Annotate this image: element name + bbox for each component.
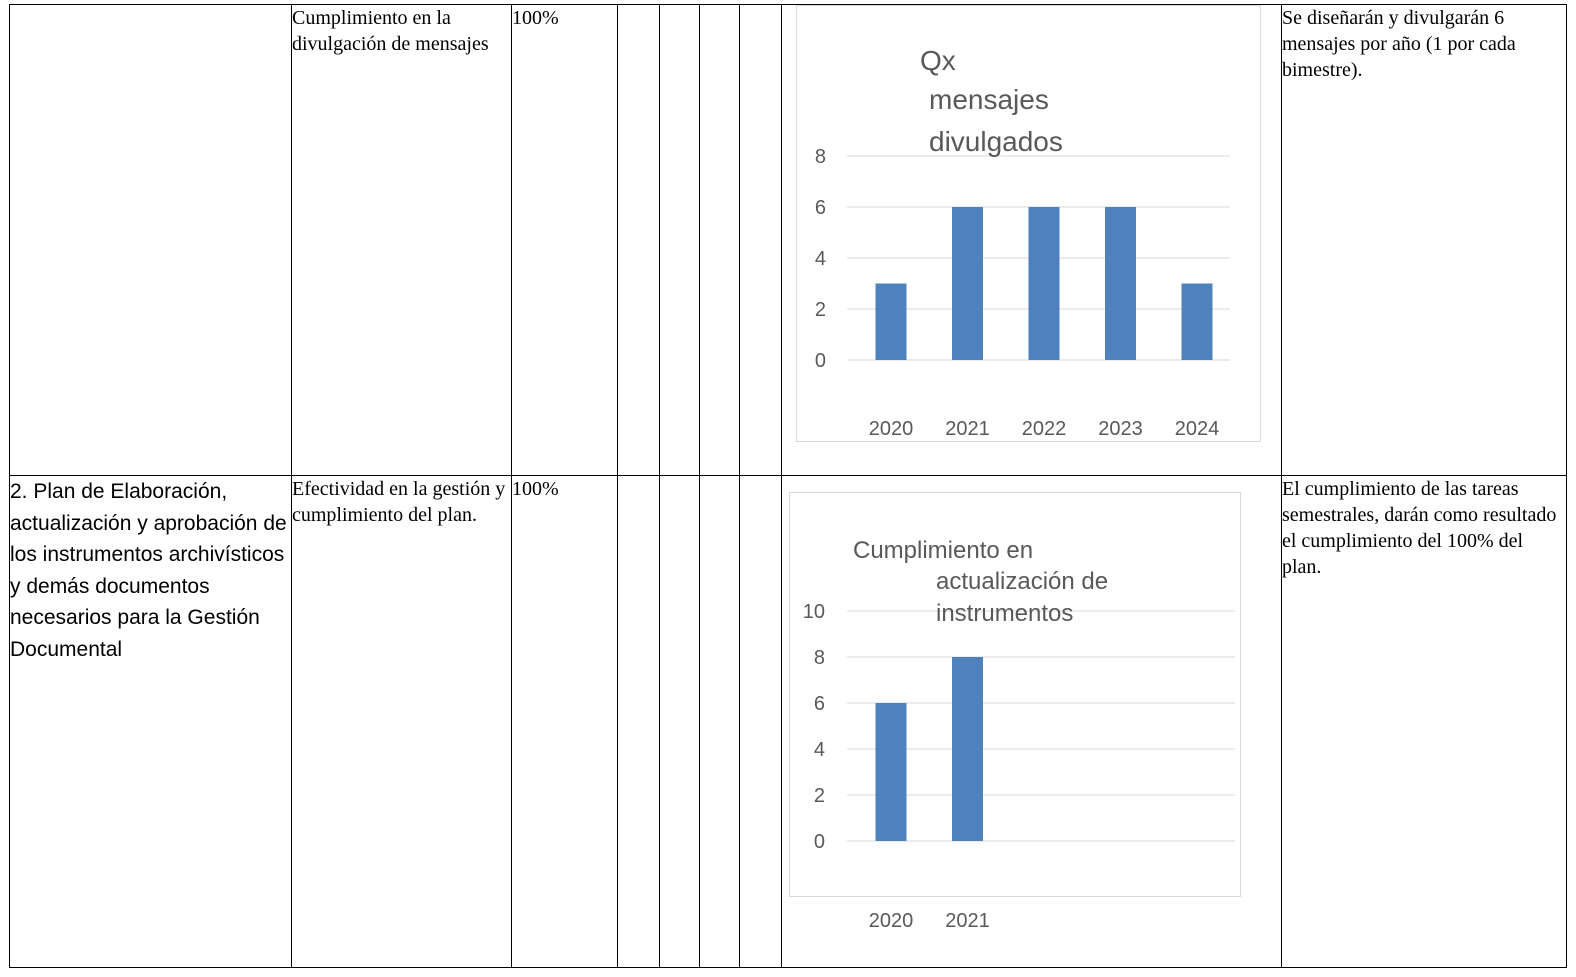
x-tick-label: 2021	[945, 910, 990, 932]
y-tick-label: 4	[814, 739, 825, 761]
y-tick-label: 0	[815, 350, 826, 372]
empty-cell	[739, 475, 782, 968]
x-tick-label: 2021	[945, 418, 990, 440]
empty-cell	[699, 475, 740, 968]
chart-frame	[789, 492, 1241, 897]
description-cell: Se diseñarán y divulgarán 6 mensajes por…	[1281, 4, 1567, 476]
y-tick-label: 4	[815, 248, 826, 270]
empty-cell	[617, 4, 660, 476]
indicator-cell: Cumplimiento en la divulgación de mensaj…	[291, 4, 512, 476]
y-tick-label: 0	[814, 831, 825, 853]
y-tick-label: 6	[814, 693, 825, 715]
y-tick-label: 2	[814, 785, 825, 807]
y-tick-label: 10	[803, 601, 825, 623]
chart-cell: Qx mensajes divulgados 0 2 4 6 8 2020 2021 2022 202…	[781, 4, 1282, 476]
x-tick-label: 2020	[869, 418, 914, 440]
chart-cell: Cumplimiento en actualización de instrumen…	[781, 475, 1282, 968]
bar	[1181, 283, 1213, 360]
bar	[1105, 207, 1136, 360]
goal-cell: 100%	[511, 4, 618, 476]
empty-cell	[739, 4, 782, 476]
chart-title-line: divulgados	[929, 126, 1063, 157]
activity-cell: 2. Plan de Elaboración, actualización y …	[9, 475, 292, 968]
chart-title-line: Cumplimiento en	[853, 537, 1033, 564]
empty-cell	[659, 4, 700, 476]
description-cell: El cumplimiento de las tareas semestrale…	[1281, 475, 1567, 968]
chart-instruments: Cumplimiento en actualización de instrumen…	[789, 492, 1241, 932]
plan-table: Cumplimiento en la divulgación de mensaj…	[9, 4, 1567, 968]
table-row: Cumplimiento en la divulgación de mensaj…	[9, 4, 1567, 476]
bar	[952, 207, 983, 360]
y-tick-label: 8	[815, 146, 826, 168]
y-tick-label: 6	[815, 197, 826, 219]
bar	[875, 283, 907, 360]
x-tick-label: 2024	[1175, 418, 1220, 440]
table-row: 2. Plan de Elaboración, actualización y …	[9, 475, 1567, 968]
indicator-cell: Efectividad en la gestión y cumplimiento…	[291, 475, 512, 968]
bar	[1028, 207, 1060, 360]
x-tick-label: 2022	[1022, 418, 1067, 440]
empty-cell	[699, 4, 740, 476]
y-tick-label: 2	[815, 299, 826, 321]
empty-cell	[617, 475, 660, 968]
empty-cell	[659, 475, 700, 968]
chart-messages: Qx mensajes divulgados 0 2 4 6 8 2020 2021 2022 202…	[796, 5, 1261, 442]
x-tick-label: 2023	[1098, 418, 1143, 440]
goal-cell: 100%	[511, 475, 618, 968]
chart-title-line: actualización de	[936, 568, 1108, 595]
bar	[952, 657, 983, 841]
bar	[875, 703, 907, 841]
y-tick-label: 8	[814, 647, 825, 669]
chart-title-line: Qx	[920, 45, 956, 76]
chart-title-line: instrumentos	[936, 600, 1073, 627]
chart-title-line: mensajes	[929, 84, 1049, 115]
activity-cell	[9, 4, 292, 476]
x-tick-label: 2020	[869, 910, 914, 932]
